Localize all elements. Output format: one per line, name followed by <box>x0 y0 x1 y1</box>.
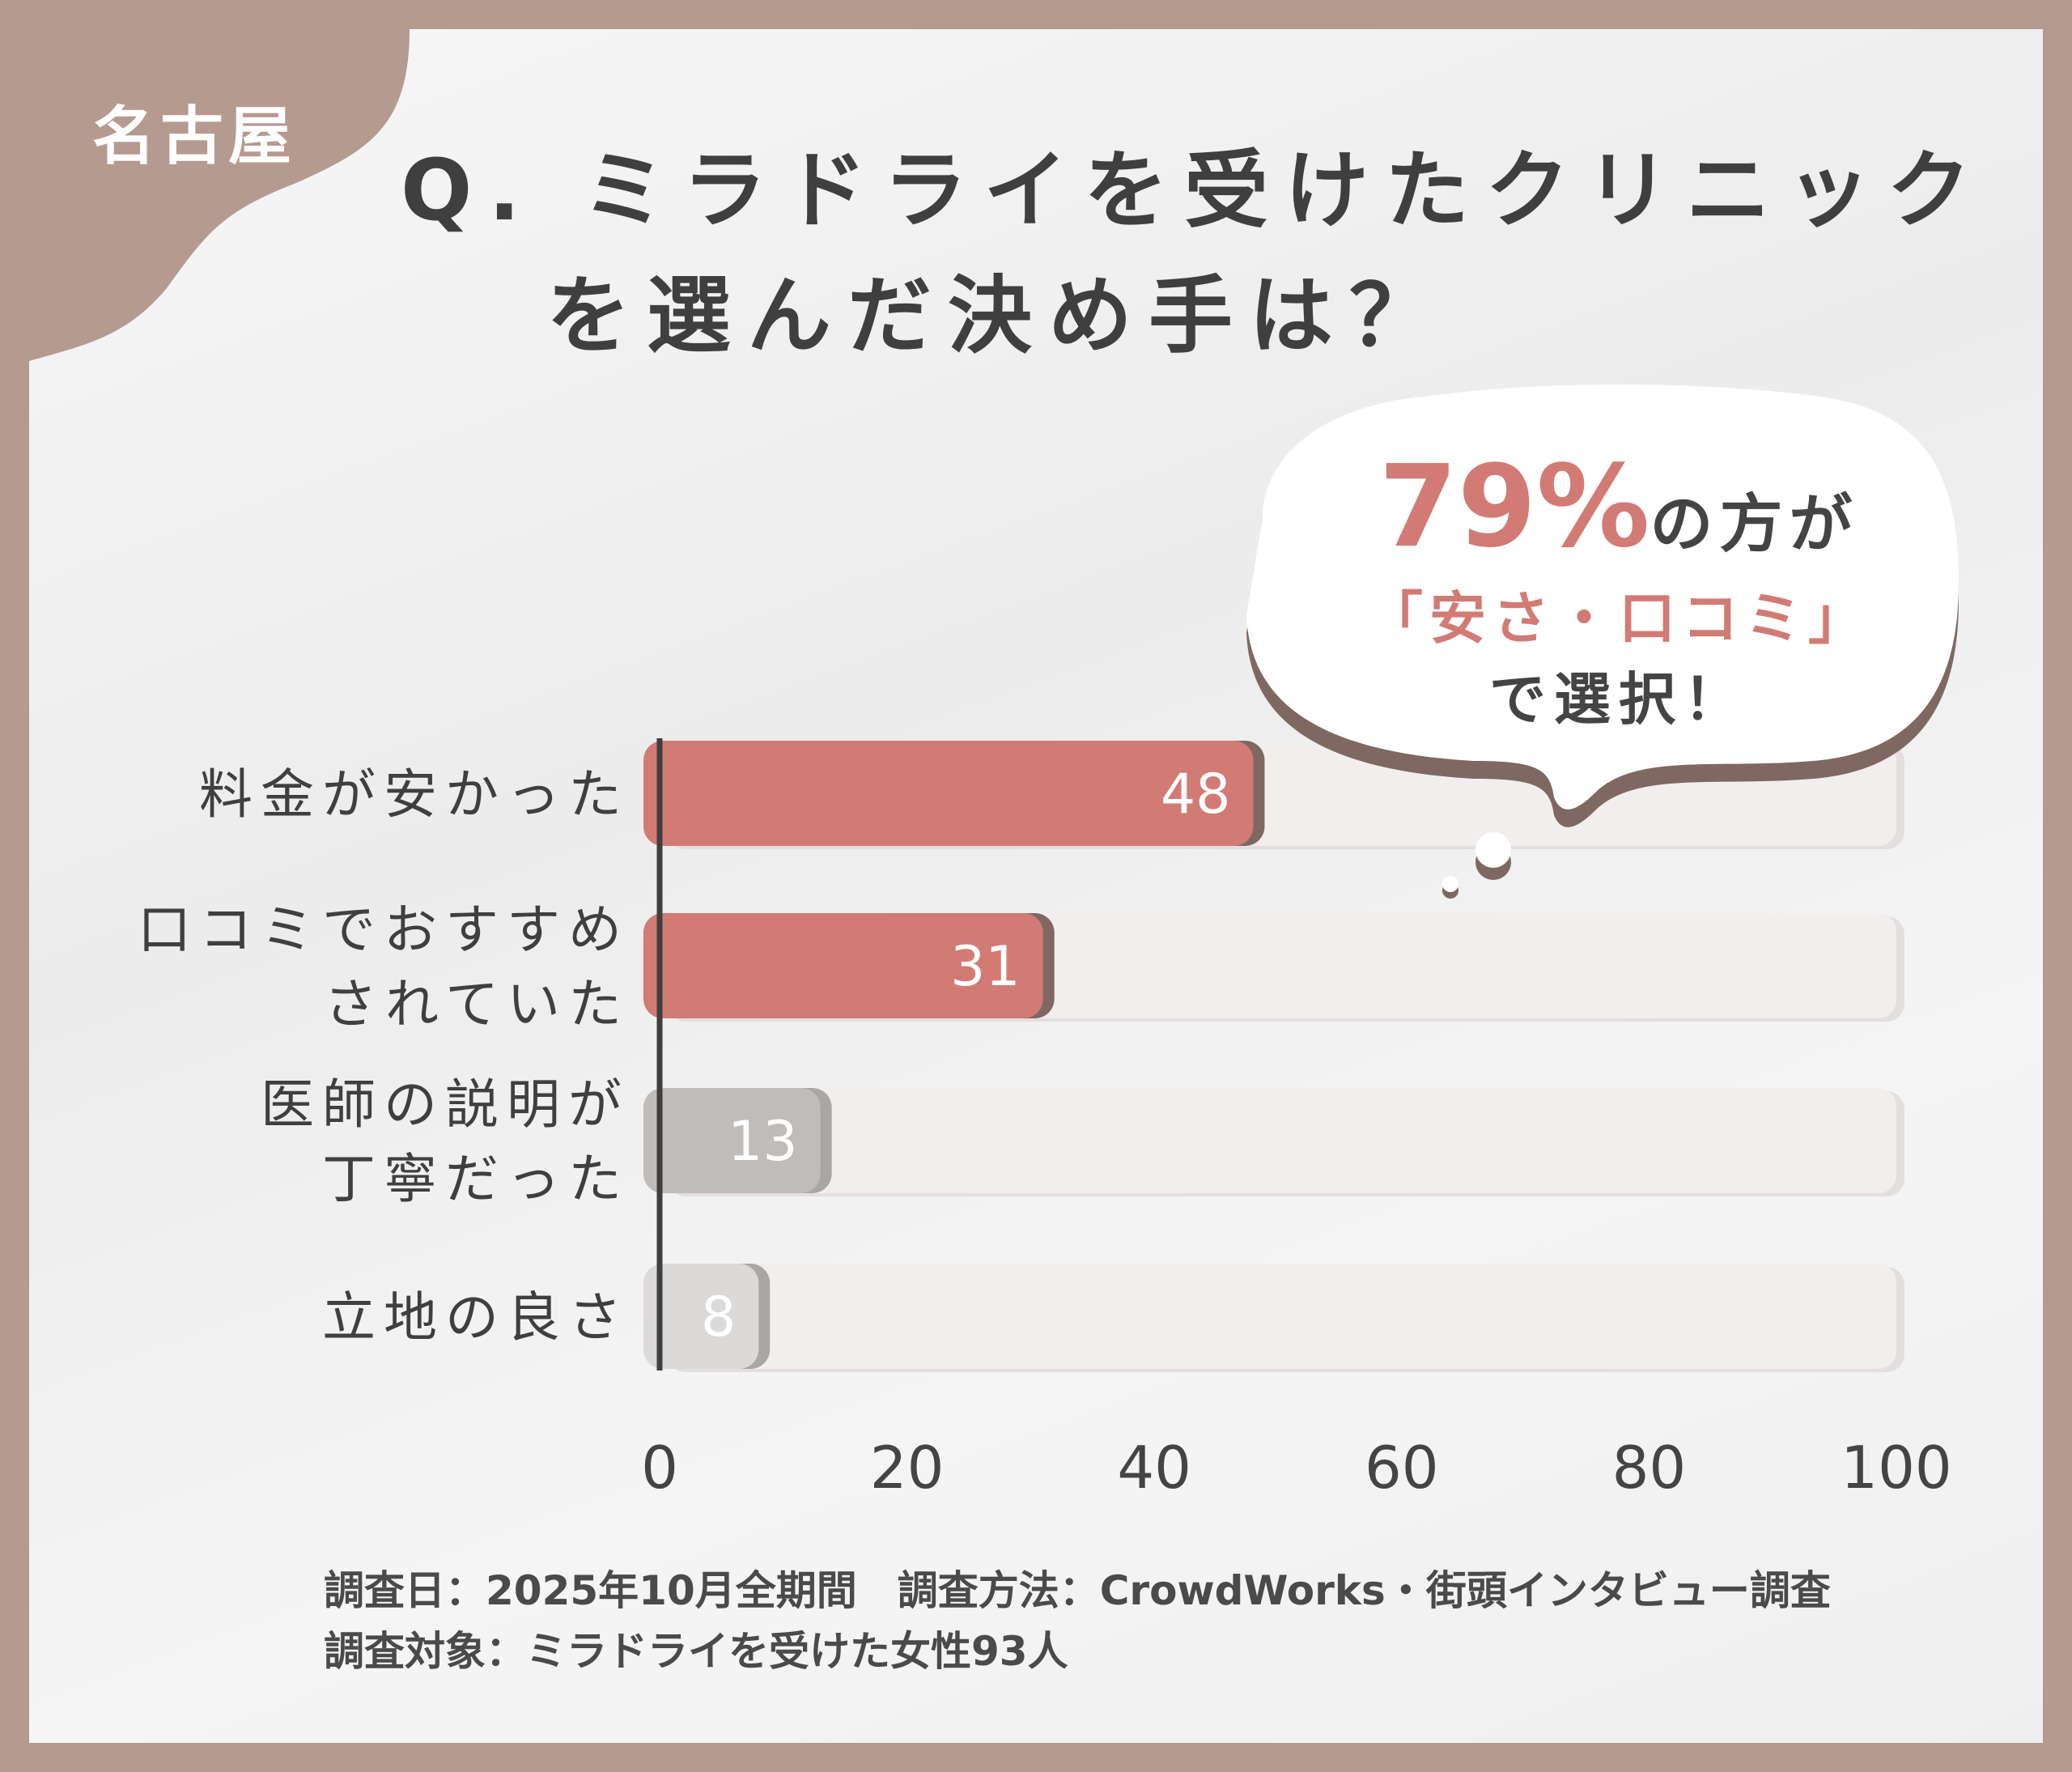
footer-line-1: 調査日：2025年10月全期間 調査方法：CrowdWorks・街頭インタビュー… <box>324 1567 1831 1614</box>
category-label: されていた <box>324 973 630 1035</box>
x-tick-label: 20 <box>870 1434 945 1502</box>
x-tick-label: 0 <box>641 1434 678 1502</box>
title-line-2: を選んだ決め手は？ <box>546 266 1450 365</box>
bar <box>643 913 1043 1018</box>
title-line-1: Q. ミラドライを受けたクリニック <box>401 141 1988 240</box>
category-label: 医師の説明が <box>261 1073 630 1136</box>
category-label: 丁寧だった <box>322 1148 630 1210</box>
bubble-dot <box>1442 876 1458 892</box>
x-tick-label: 80 <box>1612 1434 1687 1502</box>
callout-line-2: 「安さ・口コミ」 <box>1366 585 1871 652</box>
category-label: 立地の良さ <box>322 1286 630 1349</box>
x-tick-label: 60 <box>1365 1434 1439 1502</box>
bar-value-label: 8 <box>701 1285 736 1349</box>
footer-line-2: 調査対象：ミラドライを受けた女性93人 <box>324 1628 1068 1675</box>
infographic-card: 名古屋 <box>29 29 2043 1743</box>
callout-percent: 79% <box>1378 441 1650 573</box>
category-label: 口コミでおすすめ <box>138 899 630 961</box>
callout-bubble <box>1246 385 1959 810</box>
bar <box>643 1264 759 1369</box>
bar-value-label: 31 <box>950 935 1021 999</box>
spacer <box>0 0 32 32</box>
bar-track <box>660 1088 1896 1193</box>
bar-value-label: 13 <box>728 1110 798 1174</box>
callout-text-1: の方が <box>1650 488 1859 561</box>
bar <box>643 1088 821 1193</box>
x-tick-label: 40 <box>1117 1434 1191 1502</box>
bubble-dot <box>1475 832 1511 868</box>
bar <box>643 741 1254 846</box>
callout-line-1: 79%の方が <box>1376 441 1862 573</box>
bar-track <box>660 1264 1896 1369</box>
callout-line-3: で選択！ <box>1489 666 1748 733</box>
category-label: 料金が安かった <box>199 763 630 826</box>
region-tag: 名古屋 <box>92 100 297 173</box>
bar-value-label: 48 <box>1161 763 1231 827</box>
region-tag-shape <box>29 29 410 361</box>
x-tick-label: 100 <box>1841 1434 1951 1502</box>
